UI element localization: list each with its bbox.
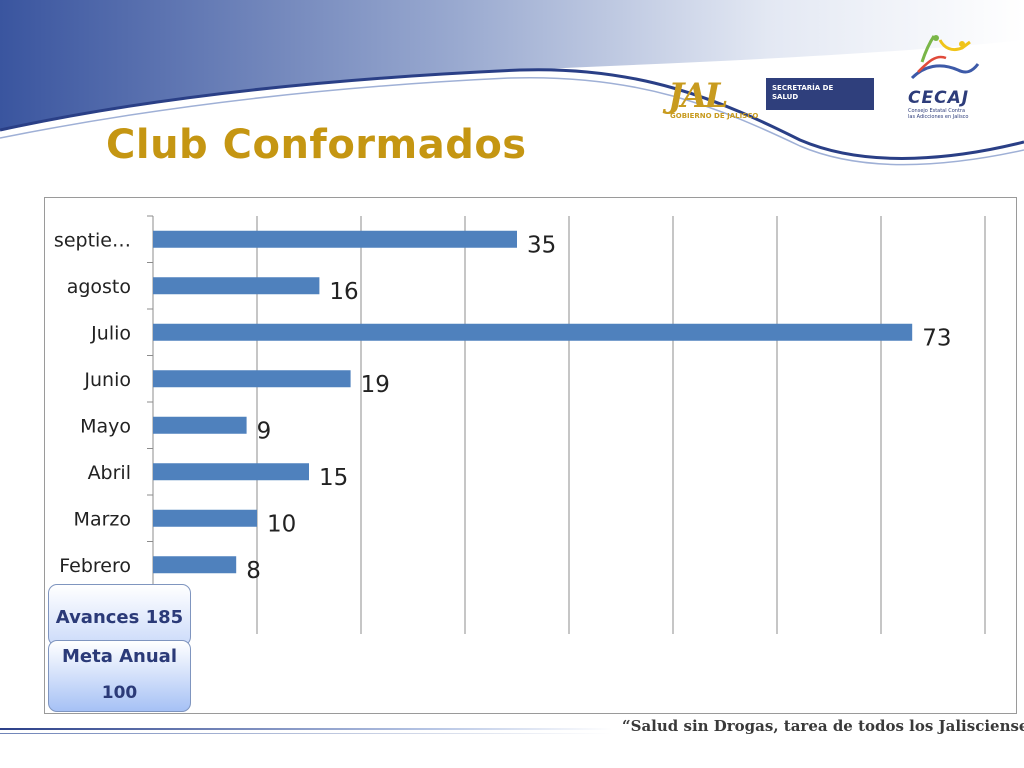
avances-box: Avances 185	[48, 584, 191, 646]
value-label-0: 35	[527, 232, 556, 258]
footer-divider-thin	[0, 733, 612, 734]
bar-4	[153, 416, 247, 434]
category-label-2: Julio	[90, 322, 131, 344]
bar-7	[153, 556, 237, 574]
value-label-4: 9	[257, 418, 272, 444]
value-label-7: 8	[246, 558, 261, 584]
cecaj-logo: CECAJ Consejo Estatal Contra las Adiccio…	[900, 32, 990, 124]
meta-anual-label: Meta Anual	[61, 646, 177, 667]
bar-2	[153, 323, 913, 341]
category-label-3: Junio	[83, 369, 131, 391]
value-label-6: 10	[267, 511, 296, 537]
category-label-4: Mayo	[80, 415, 131, 437]
cecaj-sub-line2: las Adicciones en Jalisco	[908, 114, 969, 120]
bar-3	[153, 370, 351, 388]
category-label-5: Abril	[88, 462, 131, 484]
category-label-7: Febrero	[59, 555, 131, 577]
jal-logo-subtitle: GOBIERNO DE JALISCO	[670, 112, 759, 120]
bar-0	[153, 230, 517, 248]
meta-anual-value: 100	[101, 683, 138, 703]
cecaj-name: CECAJ	[908, 88, 970, 108]
footer-slogan: “Salud sin Drogas, tarea de todos los Ja…	[622, 717, 1024, 735]
cecaj-figures-icon	[910, 35, 980, 80]
secretaria-line2: SALUD	[772, 93, 799, 101]
cecaj-subtitle: Consejo Estatal Contra las Adicciones en…	[908, 108, 969, 120]
header-banner	[0, 0, 1024, 166]
value-label-3: 19	[361, 372, 390, 398]
value-label-5: 15	[319, 465, 348, 491]
avances-label: Avances 185	[55, 607, 184, 628]
category-label-0: septie…	[54, 229, 131, 251]
slide-title: Club Conformados	[106, 122, 527, 168]
secretaria-line1: SECRETARÍA DE	[772, 84, 834, 92]
bar-1	[153, 277, 320, 295]
cecaj-sub-line1: Consejo Estatal Contra	[908, 108, 966, 114]
secretaria-salud-box: SECRETARÍA DE SALUD	[766, 78, 874, 110]
jal-salud-logo: JAL GOBIERNO DE JALISCO SECRETARÍA DE SA…	[668, 76, 876, 126]
chart-bars	[153, 230, 913, 574]
jal-logo-mark: JAL	[668, 76, 728, 116]
footer-divider	[0, 728, 612, 730]
value-label-1: 16	[329, 279, 358, 305]
category-label-1: agosto	[67, 276, 131, 298]
chart-labels: septie… 35 agosto 16 Julio 73 Junio 19 Mayo 9 Abri…	[54, 229, 952, 584]
bar-5	[153, 463, 309, 481]
meta-anual-box: Meta Anual 100	[48, 640, 191, 712]
bar-6	[153, 509, 257, 527]
category-label-6: Marzo	[74, 508, 131, 530]
value-label-2: 73	[922, 325, 951, 351]
